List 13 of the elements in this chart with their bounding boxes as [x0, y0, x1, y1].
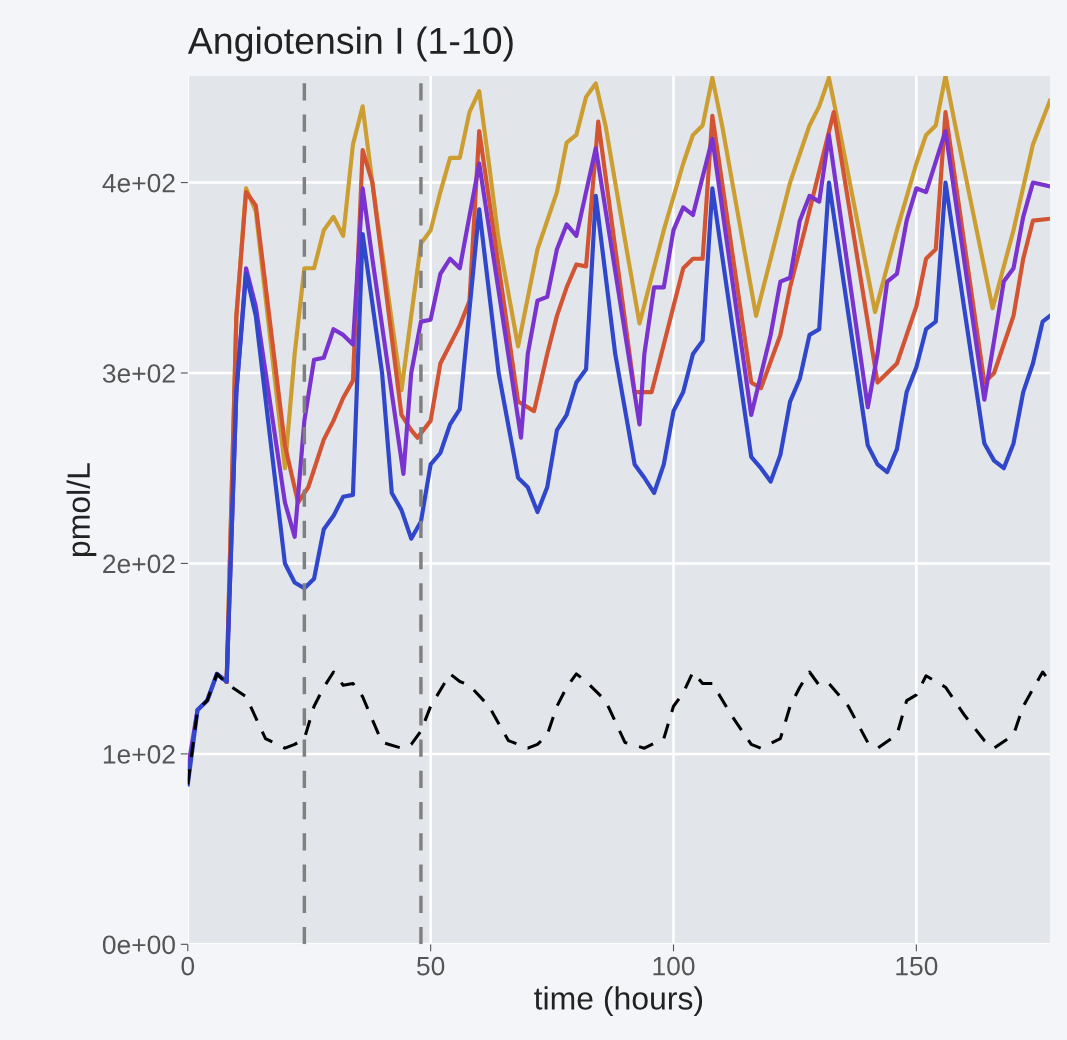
- x-axis-title: time (hours): [534, 986, 703, 1017]
- y-tick-label: 1e+02: [103, 745, 175, 764]
- x-tick-label: 50: [417, 956, 445, 976]
- line-series: [187, 670, 1050, 786]
- y-tick-label: 2e+02: [103, 554, 175, 574]
- chart-title: Angiotensin I (1-10): [187, 26, 513, 62]
- y-tick-label: 0e+00: [102, 935, 175, 955]
- x-tick-label: 0: [181, 956, 195, 976]
- y-tick-label: 4e+02: [102, 173, 175, 193]
- x-tick-label: 150: [896, 956, 938, 976]
- y-axis-title: pmol/L: [66, 463, 97, 556]
- y-tick-label: 3e+02: [102, 364, 175, 383]
- x-tick-label: 100: [653, 956, 695, 976]
